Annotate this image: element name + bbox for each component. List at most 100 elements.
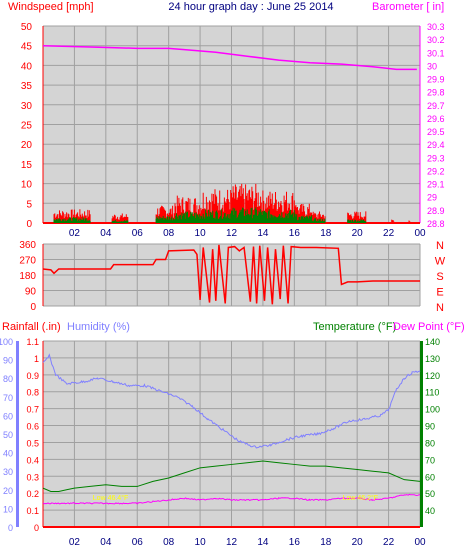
barometer-tick-label: 29 <box>427 193 437 203</box>
temperature-tick-label: 130 <box>425 354 440 364</box>
wind-x-tick-label: 14 <box>257 228 269 239</box>
wind-x-tick-label: 04 <box>100 228 112 239</box>
temperature-tick-label: 80 <box>425 438 435 448</box>
compass-label: E <box>436 287 443 299</box>
rainfall-tick-label: 0.3 <box>26 472 39 482</box>
rht-x-tick-label: 20 <box>352 537 364 548</box>
wind-direction-series-line <box>42 244 420 305</box>
barometer-tick-label: 30.1 <box>427 48 445 58</box>
windspeed-tick-label: 50 <box>21 22 33 33</box>
barometer-tick-label: 30 <box>427 61 437 71</box>
temperature-tick-label: 100 <box>425 405 440 415</box>
humidity-tick-label: 10 <box>3 504 13 514</box>
rht-x-tick-label: 06 <box>132 537 144 548</box>
rainfall-label: Rainfall (.in) <box>2 321 61 333</box>
windspeed-tick-label: 10 <box>21 180 33 191</box>
rht-x-tick-label: 08 <box>163 537 175 548</box>
rht-x-tick-label: 16 <box>289 537 301 548</box>
wind-x-tick-label: 02 <box>69 228 81 239</box>
temperature-axis-bar <box>420 341 423 527</box>
barometer-tick-label: 29.9 <box>427 75 445 85</box>
barometer-tick-label: 29.2 <box>427 166 445 176</box>
temperature-tick-label: 50 <box>425 489 435 499</box>
wind-x-tick-label: 18 <box>320 228 332 239</box>
barometer-tick-label: 29.5 <box>427 127 445 137</box>
temperature-tick-label: 60 <box>425 472 435 482</box>
humidity-tick-label: 80 <box>3 374 13 384</box>
direction-tick-label: 90 <box>25 287 37 298</box>
wind-x-tick-label: 22 <box>383 228 395 239</box>
humidity-tick-label: 50 <box>3 430 13 440</box>
windspeed-tick-label: 25 <box>21 121 33 132</box>
barometer-tick-label: 29.7 <box>427 101 445 111</box>
rainfall-tick-label: 0 <box>34 523 39 533</box>
rht-x-tick-label: 10 <box>195 537 207 548</box>
windspeed-tick-label: 35 <box>21 81 33 92</box>
windspeed-tick-label: 0 <box>26 219 32 230</box>
low-temp-annotation: Low 46.2°F <box>343 494 379 502</box>
barometer-tick-label: 30.2 <box>427 35 445 45</box>
barometer-tick-label: 29.1 <box>427 180 445 190</box>
dew-point-series-line <box>42 493 421 505</box>
temperature-tick-label: 90 <box>425 422 435 432</box>
rht-x-tick-label: 14 <box>257 537 269 548</box>
humidity-tick-label: 30 <box>3 467 13 477</box>
barometer-tick-label: 29.4 <box>427 140 445 150</box>
rainfall-tick-label: 0.4 <box>26 455 39 465</box>
barometer-tick-label: 29.3 <box>427 153 445 163</box>
humidity-tick-label: 100 <box>0 337 13 347</box>
dew-point-label: Dew Point (°F) <box>393 321 465 333</box>
barometer-tick-label: 29.8 <box>427 88 445 98</box>
rain-humidity-temp-panel: 02 04 06 08 10 12 14 16 18 20 22 0000.10.20.30.40.5… <box>0 337 440 548</box>
temperature-tick-label: 120 <box>425 371 440 381</box>
windspeed-tick-label: 45 <box>21 42 33 53</box>
temperature-label: Temperature (°F) <box>313 321 396 333</box>
rainfall-tick-label: 0.6 <box>26 422 39 432</box>
wind-x-tick-label: 06 <box>132 228 144 239</box>
humidity-tick-label: 70 <box>3 393 13 403</box>
temperature-series-line <box>42 460 421 492</box>
windspeed-tick-label: 15 <box>21 160 33 171</box>
rht-x-tick-label: 00 <box>414 537 426 548</box>
compass-label: W <box>435 256 446 268</box>
windspeed-label: Windspeed [mph] <box>8 1 94 13</box>
compass-label: N <box>436 240 444 252</box>
temperature-tick-label: 140 <box>425 337 440 347</box>
humidity-tick-label: 60 <box>3 411 13 421</box>
rht-x-tick-label: 22 <box>383 537 395 548</box>
compass-label: N <box>436 302 444 314</box>
windspeed-tick-label: 20 <box>21 140 33 151</box>
compass-label: S <box>436 271 443 283</box>
humidity-tick-label: 40 <box>3 449 13 459</box>
temperature-tick-label: 40 <box>425 506 435 516</box>
barometer-tick-label: 28.8 <box>427 219 445 229</box>
temperature-tick-label: 70 <box>425 455 435 465</box>
direction-tick-label: 0 <box>30 302 36 313</box>
rainfall-tick-label: 0.2 <box>26 489 39 499</box>
humidity-label: Humidity (%) <box>67 321 130 333</box>
direction-tick-label: 180 <box>19 271 36 282</box>
wind-x-tick-label: 08 <box>163 228 175 239</box>
wind-x-tick-label: 00 <box>414 228 426 239</box>
wind-baro-panel: 02 04 06 08 10 12 14 16 18 20 22 000510152025303540… <box>21 22 445 239</box>
humidity-tick-label: 90 <box>3 356 13 366</box>
windspeed-tick-label: 30 <box>21 101 33 112</box>
wind-x-tick-label: 16 <box>289 228 301 239</box>
humidity-tick-label: 0 <box>8 523 13 533</box>
barometer-tick-label: 28.9 <box>427 206 445 216</box>
direction-tick-label: 360 <box>19 240 36 251</box>
rht-x-tick-label: 18 <box>320 537 332 548</box>
chart-title: 24 hour graph day : June 25 2014 <box>168 1 333 13</box>
rht-x-tick-label: 12 <box>226 537 238 548</box>
windspeed-tick-label: 40 <box>21 61 33 72</box>
rainfall-tick-label: 1.1 <box>26 337 39 347</box>
wind-average-series <box>53 207 367 223</box>
wind-x-tick-label: 12 <box>226 228 238 239</box>
rainfall-tick-label: 0.9 <box>26 371 39 381</box>
rht-x-tick-label: 04 <box>100 537 112 548</box>
humidity-tick-label: 20 <box>3 486 13 496</box>
humidity-axis-bar <box>16 341 19 527</box>
humidity-series-line <box>42 353 421 449</box>
